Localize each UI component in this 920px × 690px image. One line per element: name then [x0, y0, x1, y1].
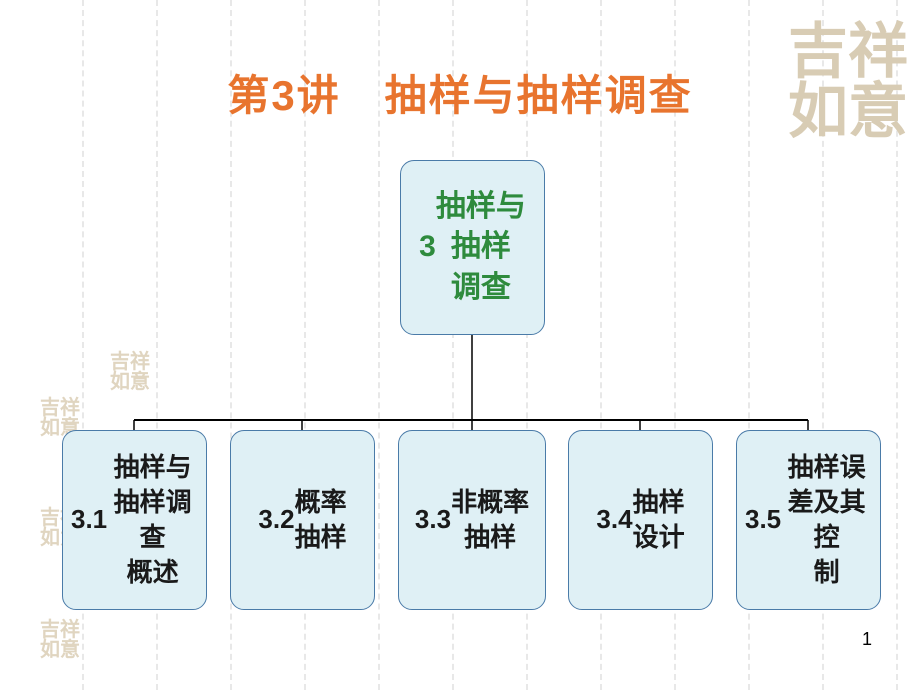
child-node-3: 3.3非概率抽样 — [398, 430, 546, 610]
seal-left-4: 吉祥 如意 — [40, 620, 80, 660]
slide-title: 第3讲 抽样与抽样调查 — [0, 62, 920, 123]
child-node-4: 3.4抽样设计 — [568, 430, 713, 610]
org-chart: 3 抽样与抽样调查 3.1抽样与抽样调查概述3.2概率抽样3.3非概率抽样3.4… — [0, 160, 920, 620]
root-node: 3 抽样与抽样调查 — [400, 160, 545, 335]
child-node-5: 3.5抽样误差及其控制 — [736, 430, 881, 610]
child-node-2: 3.2概率抽样 — [230, 430, 375, 610]
page-number: 1 — [862, 629, 872, 650]
child-node-1: 3.1抽样与抽样调查概述 — [62, 430, 207, 610]
